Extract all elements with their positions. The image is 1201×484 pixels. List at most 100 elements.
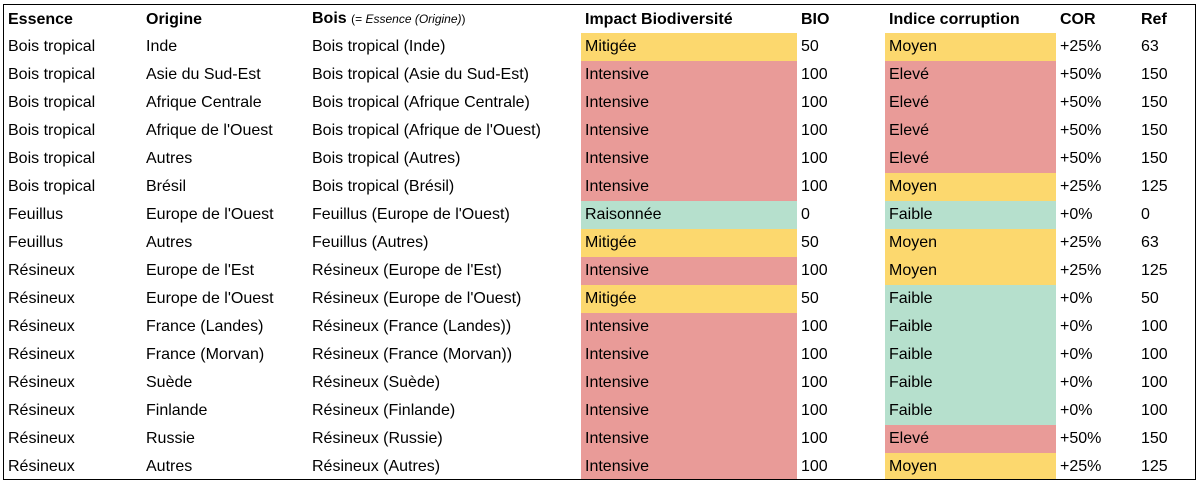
cell-impact-biodiversite[interactable]: Mitigée xyxy=(581,229,797,257)
cell-cor[interactable]: +25% xyxy=(1060,178,1102,195)
cell-bois[interactable]: Feuillus (Europe de l'Ouest) xyxy=(312,206,510,223)
cell-essence[interactable]: Résineux xyxy=(8,402,75,419)
cell-impact-biodiversite[interactable]: Intensive xyxy=(581,397,797,425)
cell-bio[interactable]: 100 xyxy=(801,94,828,111)
cell-ref[interactable]: 100 xyxy=(1141,374,1168,391)
header-indice-corruption[interactable]: Indice corruption xyxy=(889,10,1020,28)
cell-essence[interactable]: Résineux xyxy=(8,290,75,307)
cell-ref[interactable]: 125 xyxy=(1141,458,1168,475)
cell-impact-biodiversite[interactable]: Intensive xyxy=(581,173,797,201)
cell-bois[interactable]: Bois tropical (Afrique de l'Ouest) xyxy=(312,122,541,139)
cell-indice-corruption[interactable]: Faible xyxy=(885,369,1056,397)
cell-ref[interactable]: 150 xyxy=(1141,150,1168,167)
cell-essence[interactable]: Résineux xyxy=(8,458,75,475)
cell-essence[interactable]: Bois tropical xyxy=(8,178,96,195)
cell-origine[interactable]: Afrique Centrale xyxy=(146,94,262,111)
cell-ref[interactable]: 150 xyxy=(1141,66,1168,83)
cell-bois[interactable]: Résineux (France (Morvan)) xyxy=(312,346,513,363)
cell-bio[interactable]: 100 xyxy=(801,374,828,391)
cell-indice-corruption[interactable]: Moyen xyxy=(885,229,1056,257)
cell-origine[interactable]: Suède xyxy=(146,374,193,391)
cell-impact-biodiversite[interactable]: Intensive xyxy=(581,145,797,173)
cell-cor[interactable]: +0% xyxy=(1060,374,1093,391)
cell-bio[interactable]: 100 xyxy=(801,318,828,335)
cell-cor[interactable]: +0% xyxy=(1060,402,1093,419)
cell-essence[interactable]: Bois tropical xyxy=(8,150,96,167)
cell-cor[interactable]: +50% xyxy=(1060,122,1102,139)
cell-ref[interactable]: 63 xyxy=(1141,234,1159,251)
cell-indice-corruption[interactable]: Elevé xyxy=(885,145,1056,173)
cell-essence[interactable]: Résineux xyxy=(8,318,75,335)
cell-bois[interactable]: Résineux (Europe de l'Ouest) xyxy=(312,290,522,307)
cell-cor[interactable]: +0% xyxy=(1060,318,1093,335)
cell-cor[interactable]: +0% xyxy=(1060,346,1093,363)
cell-essence[interactable]: Feuillus xyxy=(8,234,64,251)
cell-bois[interactable]: Résineux (Suède) xyxy=(312,374,441,391)
cell-origine[interactable]: France (Landes) xyxy=(146,318,264,335)
cell-indice-corruption[interactable]: Faible xyxy=(885,285,1056,313)
cell-bois[interactable]: Résineux (Finlande) xyxy=(312,402,456,419)
header-origine[interactable]: Origine xyxy=(146,10,203,28)
cell-essence[interactable]: Bois tropical xyxy=(8,94,96,111)
header-bois[interactable]: Bois (= Essence (Origine)) xyxy=(308,5,581,33)
cell-impact-biodiversite[interactable]: Intensive xyxy=(581,453,797,479)
cell-indice-corruption[interactable]: Faible xyxy=(885,201,1056,229)
cell-origine[interactable]: Autres xyxy=(146,458,193,475)
cell-impact-biodiversite[interactable]: Intensive xyxy=(581,257,797,285)
cell-cor[interactable]: +0% xyxy=(1060,290,1093,307)
cell-indice-corruption[interactable]: Faible xyxy=(885,313,1056,341)
cell-essence[interactable]: Résineux xyxy=(8,346,75,363)
cell-bio[interactable]: 100 xyxy=(801,178,828,195)
cell-impact-biodiversite[interactable]: Intensive xyxy=(581,369,797,397)
cell-bois[interactable]: Bois tropical (Asie du Sud-Est) xyxy=(312,66,529,83)
cell-indice-corruption[interactable]: Moyen xyxy=(885,173,1056,201)
cell-cor[interactable]: +25% xyxy=(1060,262,1102,279)
cell-cor[interactable]: +50% xyxy=(1060,94,1102,111)
cell-ref[interactable]: 125 xyxy=(1141,262,1168,279)
cell-ref[interactable]: 63 xyxy=(1141,38,1159,55)
cell-ref[interactable]: 100 xyxy=(1141,346,1168,363)
cell-cor[interactable]: +0% xyxy=(1060,206,1093,223)
cell-bois[interactable]: Bois tropical (Afrique Centrale) xyxy=(312,94,530,111)
cell-bois[interactable]: Résineux (Russie) xyxy=(312,430,443,447)
cell-indice-corruption[interactable]: Moyen xyxy=(885,33,1056,61)
cell-indice-corruption[interactable]: Elevé xyxy=(885,117,1056,145)
cell-essence[interactable]: Résineux xyxy=(8,374,75,391)
cell-ref[interactable]: 0 xyxy=(1141,206,1150,223)
cell-origine[interactable]: Europe de l'Est xyxy=(146,262,255,279)
cell-indice-corruption[interactable]: Elevé xyxy=(885,89,1056,117)
cell-essence[interactable]: Résineux xyxy=(8,430,75,447)
cell-ref[interactable]: 50 xyxy=(1141,290,1159,307)
cell-origine[interactable]: Russie xyxy=(146,430,195,447)
cell-bio[interactable]: 100 xyxy=(801,262,828,279)
cell-ref[interactable]: 150 xyxy=(1141,122,1168,139)
cell-bio[interactable]: 100 xyxy=(801,122,828,139)
cell-bio[interactable]: 100 xyxy=(801,150,828,167)
cell-bio[interactable]: 100 xyxy=(801,458,828,475)
cell-impact-biodiversite[interactable]: Intensive xyxy=(581,341,797,369)
cell-impact-biodiversite[interactable]: Intensive xyxy=(581,117,797,145)
cell-bio[interactable]: 0 xyxy=(801,206,810,223)
header-impact-biodiversite[interactable]: Impact Biodiversité xyxy=(585,10,733,28)
cell-bio[interactable]: 100 xyxy=(801,66,828,83)
cell-impact-biodiversite[interactable]: Raisonnée xyxy=(581,201,797,229)
cell-origine[interactable]: Autres xyxy=(146,150,193,167)
cell-impact-biodiversite[interactable]: Intensive xyxy=(581,425,797,453)
cell-ref[interactable]: 150 xyxy=(1141,94,1168,111)
cell-ref[interactable]: 125 xyxy=(1141,178,1168,195)
cell-bois[interactable]: Résineux (Europe de l'Est) xyxy=(312,262,502,279)
cell-essence[interactable]: Bois tropical xyxy=(8,66,96,83)
cell-cor[interactable]: +25% xyxy=(1060,234,1102,251)
cell-cor[interactable]: +50% xyxy=(1060,150,1102,167)
cell-impact-biodiversite[interactable]: Intensive xyxy=(581,61,797,89)
cell-origine[interactable]: Brésil xyxy=(146,178,187,195)
cell-indice-corruption[interactable]: Moyen xyxy=(885,257,1056,285)
cell-impact-biodiversite[interactable]: Intensive xyxy=(581,89,797,117)
cell-ref[interactable]: 100 xyxy=(1141,318,1168,335)
cell-origine[interactable]: Asie du Sud-Est xyxy=(146,66,261,83)
cell-bois[interactable]: Bois tropical (Autres) xyxy=(312,150,461,167)
header-bio[interactable]: BIO xyxy=(801,10,830,28)
cell-bois[interactable]: Bois tropical (Inde) xyxy=(312,38,446,55)
cell-cor[interactable]: +25% xyxy=(1060,38,1102,55)
cell-origine[interactable]: Finlande xyxy=(146,402,208,419)
